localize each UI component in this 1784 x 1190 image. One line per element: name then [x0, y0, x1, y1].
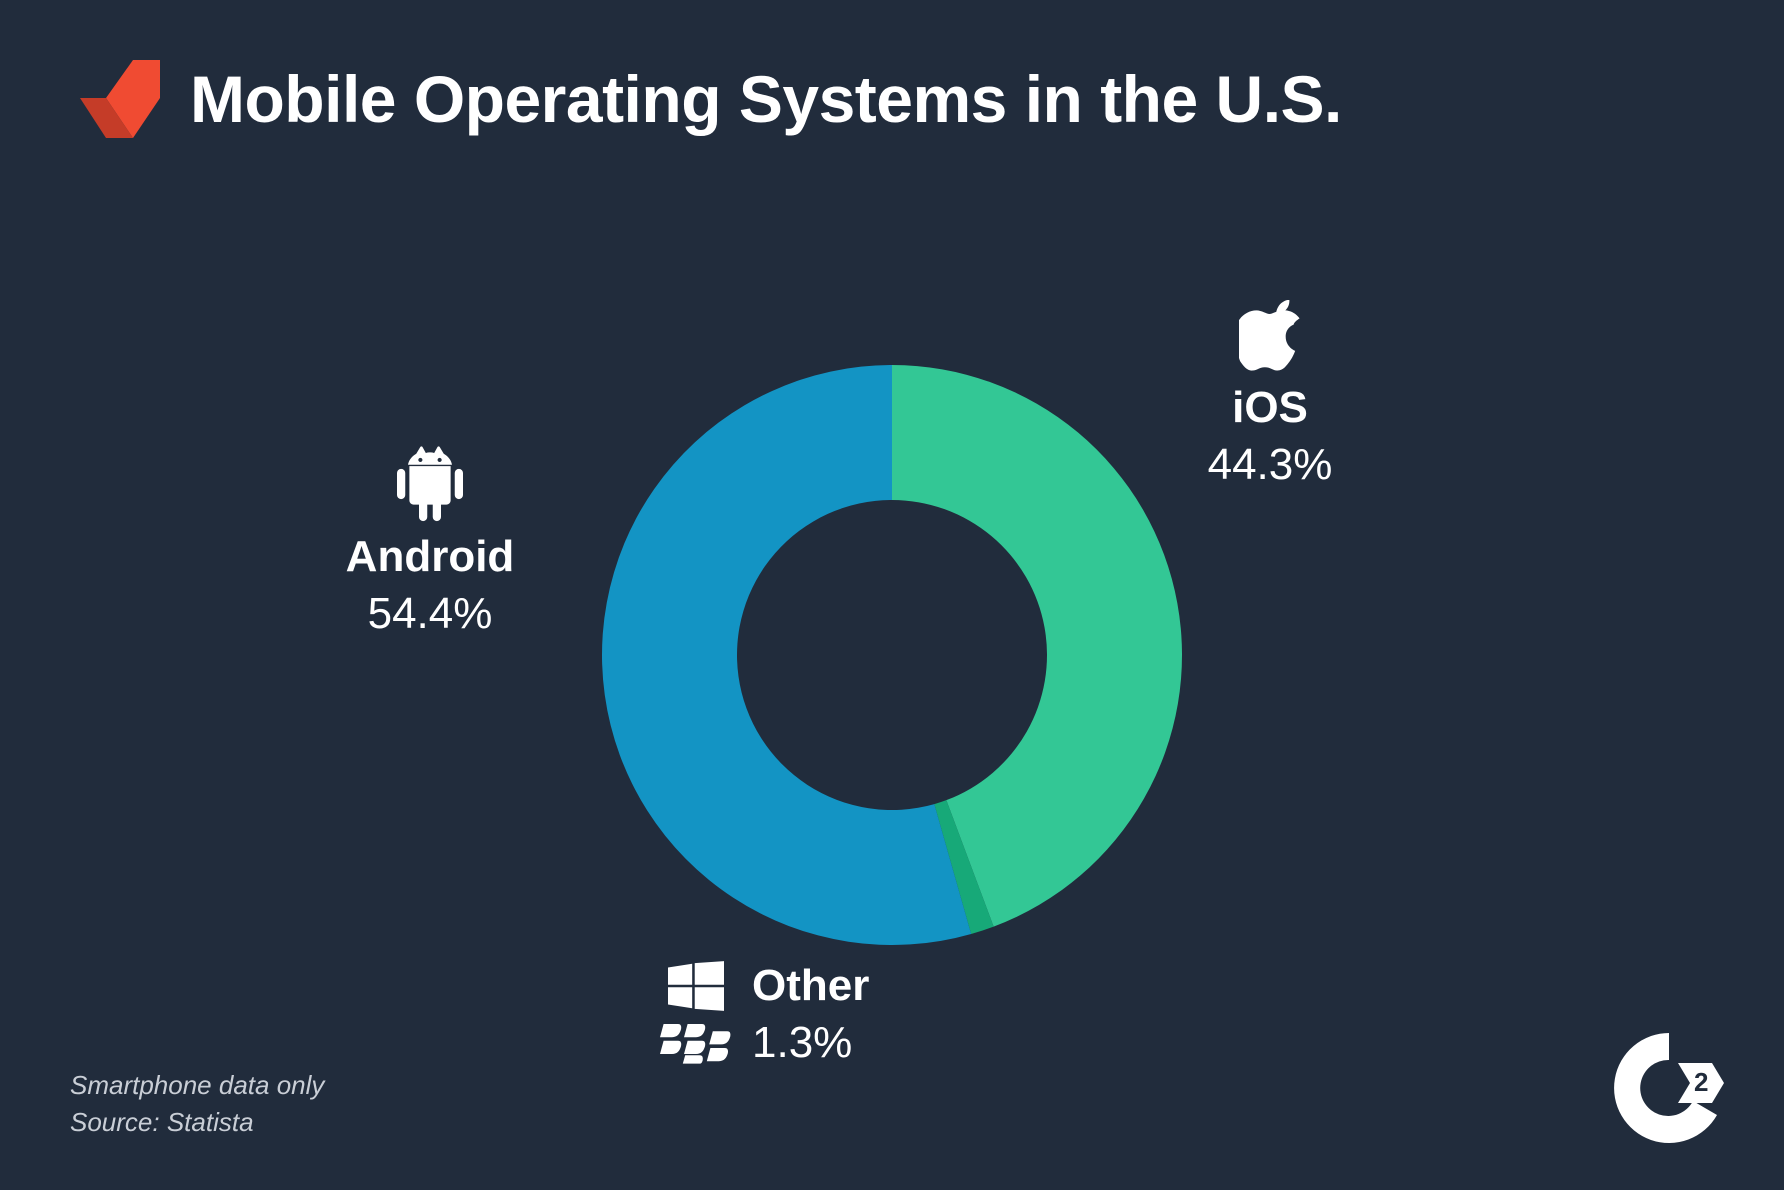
footnote: Smartphone data only Source: Statista [70, 1067, 324, 1140]
android-icon [280, 445, 580, 523]
donut-svg [592, 355, 1192, 955]
label-android: Android 54.4% [280, 445, 580, 643]
label-android-name: Android [280, 531, 580, 584]
logo-icon [80, 60, 160, 138]
windows-icon [668, 961, 724, 1016]
svg-text:2: 2 [1694, 1067, 1708, 1097]
footnote-line2: Source: Statista [70, 1104, 324, 1140]
donut-chart [592, 355, 1192, 955]
label-ios-name: iOS [1160, 382, 1380, 435]
label-other: Other 1.3% [660, 960, 960, 1072]
header: Mobile Operating Systems in the U.S. [80, 60, 1342, 138]
footnote-line1: Smartphone data only [70, 1067, 324, 1103]
label-android-value: 54.4% [280, 584, 580, 643]
label-other-name: Other [752, 960, 869, 1013]
label-other-value: 1.3% [752, 1013, 869, 1072]
page-title: Mobile Operating Systems in the U.S. [190, 61, 1342, 137]
apple-icon [1160, 300, 1380, 374]
label-ios-value: 44.3% [1160, 435, 1380, 494]
label-ios: iOS 44.3% [1160, 300, 1380, 494]
blackberry-icon [660, 1024, 732, 1071]
g2-badge-icon: 2 [1614, 1033, 1724, 1150]
